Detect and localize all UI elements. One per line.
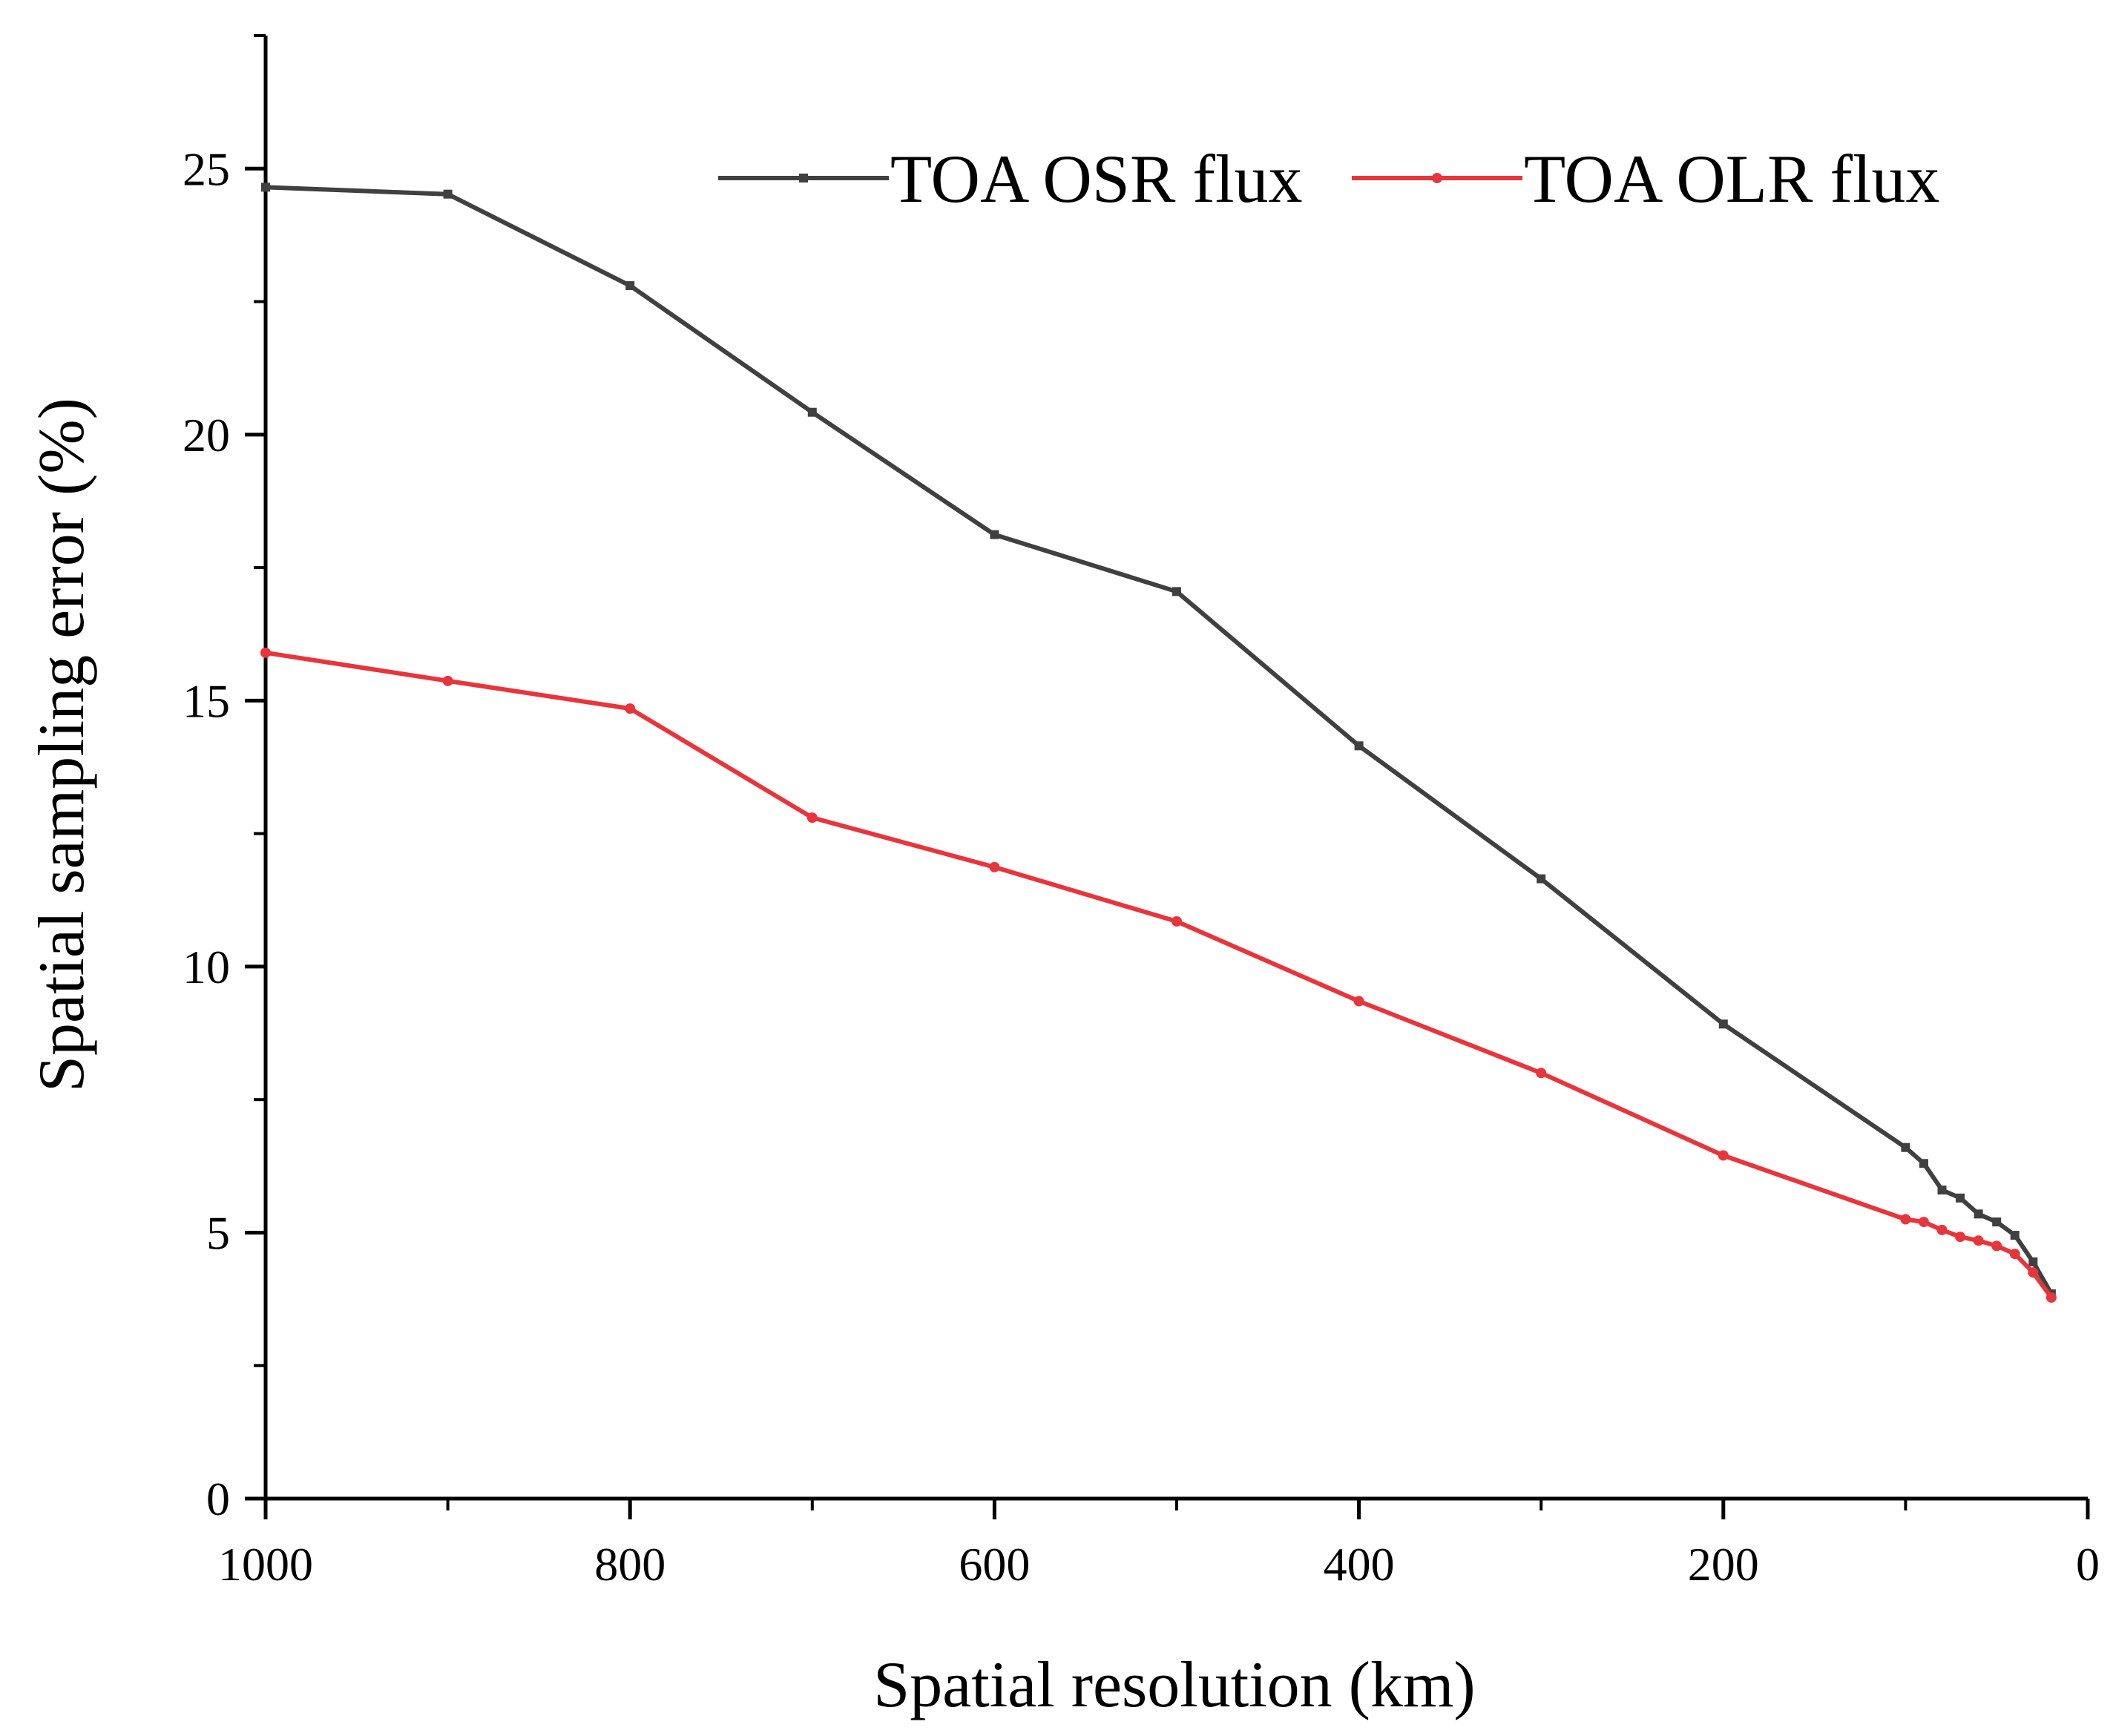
data-point — [1991, 1240, 2002, 1252]
x-tick-label: 400 — [1324, 1538, 1395, 1591]
y-tick-label: 20 — [183, 409, 230, 461]
legend-item-2: TOA OLR flux — [1352, 141, 1940, 217]
x-tick-label: 600 — [959, 1538, 1030, 1591]
data-point — [2010, 1231, 2020, 1240]
data-point — [2045, 1292, 2057, 1303]
data-point — [1172, 587, 1181, 596]
data-point — [1936, 1224, 1948, 1235]
data-point — [1918, 1217, 1929, 1228]
data-point — [260, 647, 271, 658]
data-point — [806, 812, 818, 823]
legend: TOA OSR flux TOA OLR flux — [718, 141, 1940, 217]
series-2 — [260, 647, 2057, 1303]
legend-label: TOA OLR flux — [1524, 141, 1940, 217]
x-tick-label: 0 — [2076, 1538, 2100, 1591]
data-point — [2028, 1257, 2038, 1266]
data-point — [261, 183, 270, 192]
legend-item-1: TOA OSR flux — [718, 141, 1303, 217]
axes: 0 5 10 15 20 25 1000 800 600 400 200 0 — [183, 34, 2100, 1591]
series-group — [260, 183, 2057, 1303]
legend-marker — [1432, 173, 1442, 183]
y-axis-title: Spatial sampling error (%) — [26, 398, 98, 1092]
data-point — [625, 703, 636, 714]
data-point — [625, 281, 635, 291]
y-tick-label: 25 — [183, 142, 230, 195]
data-point — [443, 189, 453, 199]
data-point — [1973, 1235, 1984, 1246]
data-point — [1718, 1019, 1728, 1029]
data-point — [1718, 1150, 1729, 1161]
legend-marker — [799, 174, 808, 183]
legend-label: TOA OSR flux — [890, 141, 1303, 217]
data-point — [442, 675, 453, 686]
x-axis-title: Spatial resolution (km) — [873, 1649, 1475, 1721]
data-point — [1537, 874, 1546, 884]
data-point — [1974, 1209, 1983, 1219]
data-point — [1536, 1068, 1547, 1079]
x-tick-label: 800 — [594, 1538, 666, 1591]
series-line — [265, 185, 2054, 1295]
series-line — [265, 650, 2054, 1299]
y-tick-label: 5 — [206, 1206, 230, 1259]
series-1 — [261, 183, 2056, 1298]
data-point — [1955, 1232, 1966, 1243]
data-point — [1900, 1214, 1911, 1225]
data-point — [1901, 1142, 1910, 1152]
data-point — [990, 530, 999, 539]
x-tick-label: 200 — [1688, 1538, 1759, 1591]
data-point — [1919, 1159, 1928, 1168]
data-point — [989, 861, 1000, 872]
data-point — [1992, 1217, 2002, 1227]
data-point — [1937, 1186, 1947, 1195]
y-tick-label: 10 — [183, 941, 230, 993]
data-point — [2009, 1249, 2020, 1260]
data-point — [1956, 1193, 1965, 1203]
data-point — [807, 407, 817, 417]
data-point — [2028, 1267, 2039, 1278]
x-tick-label: 1000 — [218, 1538, 313, 1591]
data-point — [1353, 996, 1364, 1007]
y-tick-label: 15 — [183, 674, 230, 727]
y-tick-label: 0 — [206, 1473, 230, 1525]
data-point — [1171, 915, 1182, 927]
data-point — [1354, 741, 1364, 751]
